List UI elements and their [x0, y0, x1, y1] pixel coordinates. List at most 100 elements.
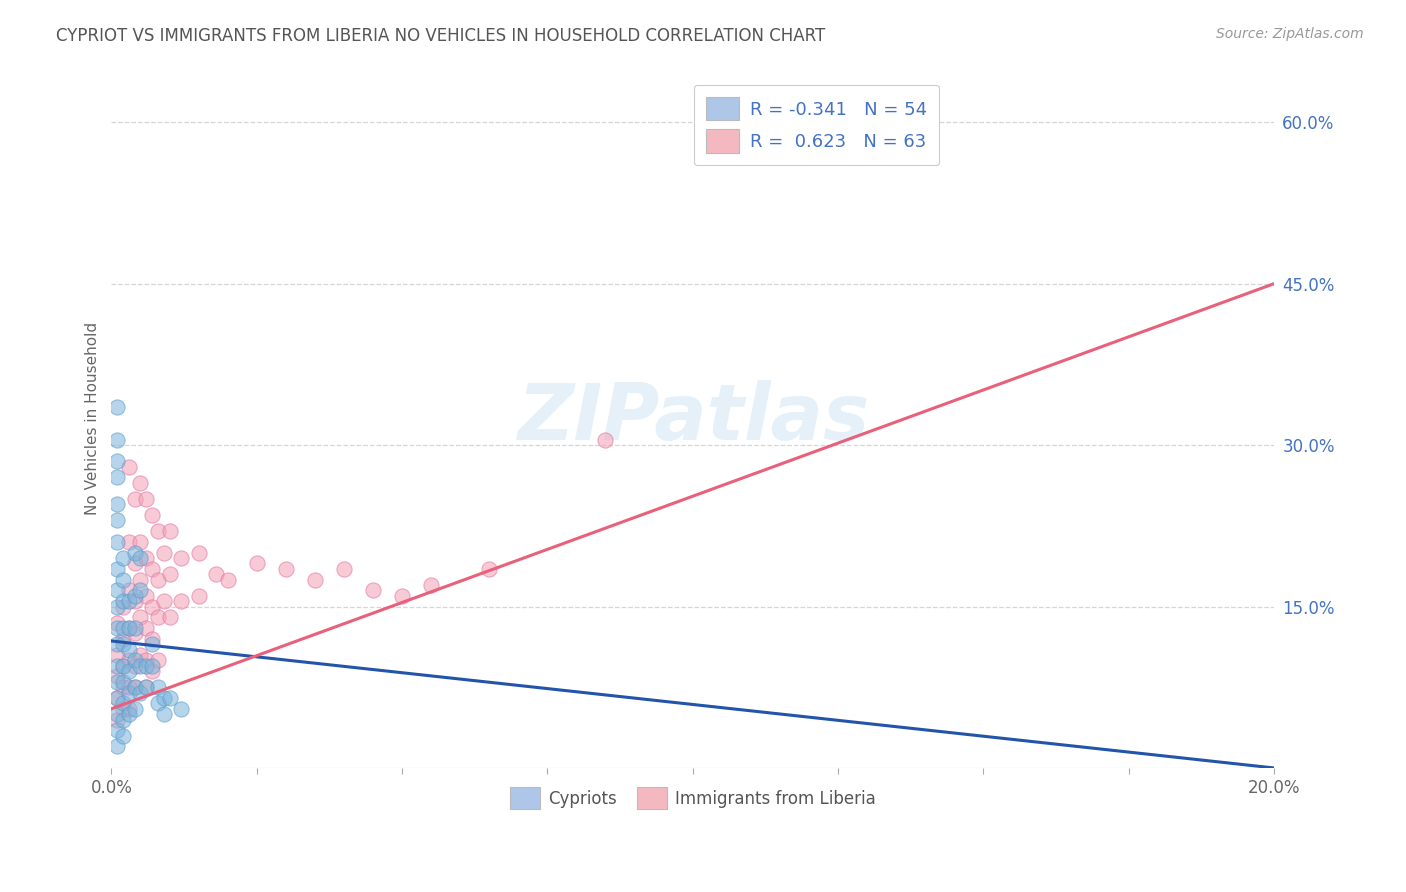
- Point: [112, 697, 135, 711]
- Point: [478, 562, 501, 576]
- Point: [112, 637, 135, 651]
- Point: [105, 583, 128, 598]
- Point: [129, 658, 152, 673]
- Point: [124, 653, 146, 667]
- Point: [420, 578, 443, 592]
- Point: [146, 573, 169, 587]
- Point: [112, 658, 135, 673]
- Point: [135, 658, 157, 673]
- Point: [595, 433, 617, 447]
- Point: [170, 702, 193, 716]
- Point: [124, 658, 146, 673]
- Point: [152, 691, 174, 706]
- Point: [105, 648, 128, 662]
- Text: CYPRIOT VS IMMIGRANTS FROM LIBERIA NO VEHICLES IN HOUSEHOLD CORRELATION CHART: CYPRIOT VS IMMIGRANTS FROM LIBERIA NO VE…: [56, 27, 825, 45]
- Point: [124, 621, 146, 635]
- Point: [105, 513, 128, 527]
- Point: [124, 702, 146, 716]
- Point: [112, 658, 135, 673]
- Point: [205, 567, 228, 582]
- Point: [118, 702, 141, 716]
- Point: [129, 475, 152, 490]
- Point: [105, 401, 128, 415]
- Point: [118, 653, 141, 667]
- Point: [118, 685, 141, 699]
- Point: [152, 707, 174, 722]
- Point: [105, 615, 128, 630]
- Point: [152, 594, 174, 608]
- Point: [105, 723, 128, 738]
- Point: [129, 551, 152, 566]
- Point: [118, 459, 141, 474]
- Point: [118, 621, 141, 635]
- Point: [135, 551, 157, 566]
- Point: [105, 691, 128, 706]
- Point: [129, 610, 152, 624]
- Point: [141, 658, 163, 673]
- Point: [124, 557, 146, 571]
- Point: [105, 739, 128, 754]
- Point: [105, 470, 128, 484]
- Point: [118, 680, 141, 694]
- Point: [105, 637, 128, 651]
- Point: [105, 433, 128, 447]
- Point: [118, 621, 141, 635]
- Point: [170, 594, 193, 608]
- Point: [217, 573, 239, 587]
- Point: [118, 535, 141, 549]
- Point: [105, 669, 128, 683]
- Point: [124, 680, 146, 694]
- Point: [112, 674, 135, 689]
- Point: [118, 642, 141, 657]
- Point: [105, 658, 128, 673]
- Point: [105, 707, 128, 722]
- Point: [129, 685, 152, 699]
- Point: [146, 524, 169, 539]
- Point: [129, 535, 152, 549]
- Point: [170, 551, 193, 566]
- Point: [135, 589, 157, 603]
- Point: [391, 589, 413, 603]
- Point: [105, 497, 128, 511]
- Point: [105, 599, 128, 614]
- Point: [112, 702, 135, 716]
- Point: [141, 637, 163, 651]
- Point: [112, 621, 135, 635]
- Point: [333, 562, 356, 576]
- Point: [146, 610, 169, 624]
- Point: [129, 583, 152, 598]
- Point: [135, 653, 157, 667]
- Point: [135, 491, 157, 506]
- Point: [118, 664, 141, 678]
- Point: [112, 594, 135, 608]
- Point: [246, 557, 269, 571]
- Point: [112, 729, 135, 743]
- Point: [112, 551, 135, 566]
- Point: [159, 567, 181, 582]
- Point: [152, 546, 174, 560]
- Point: [105, 535, 128, 549]
- Point: [105, 562, 128, 576]
- Point: [124, 491, 146, 506]
- Point: [112, 599, 135, 614]
- Point: [361, 583, 384, 598]
- Point: [187, 546, 209, 560]
- Point: [124, 594, 146, 608]
- Point: [159, 524, 181, 539]
- Point: [105, 454, 128, 468]
- Point: [105, 674, 128, 689]
- Point: [159, 610, 181, 624]
- Point: [146, 680, 169, 694]
- Point: [304, 573, 326, 587]
- Text: Source: ZipAtlas.com: Source: ZipAtlas.com: [1216, 27, 1364, 41]
- Point: [124, 589, 146, 603]
- Point: [118, 594, 141, 608]
- Point: [124, 626, 146, 640]
- Point: [105, 621, 128, 635]
- Point: [129, 648, 152, 662]
- Y-axis label: No Vehicles in Household: No Vehicles in Household: [86, 322, 100, 515]
- Point: [141, 664, 163, 678]
- Point: [112, 713, 135, 727]
- Point: [124, 546, 146, 560]
- Point: [118, 707, 141, 722]
